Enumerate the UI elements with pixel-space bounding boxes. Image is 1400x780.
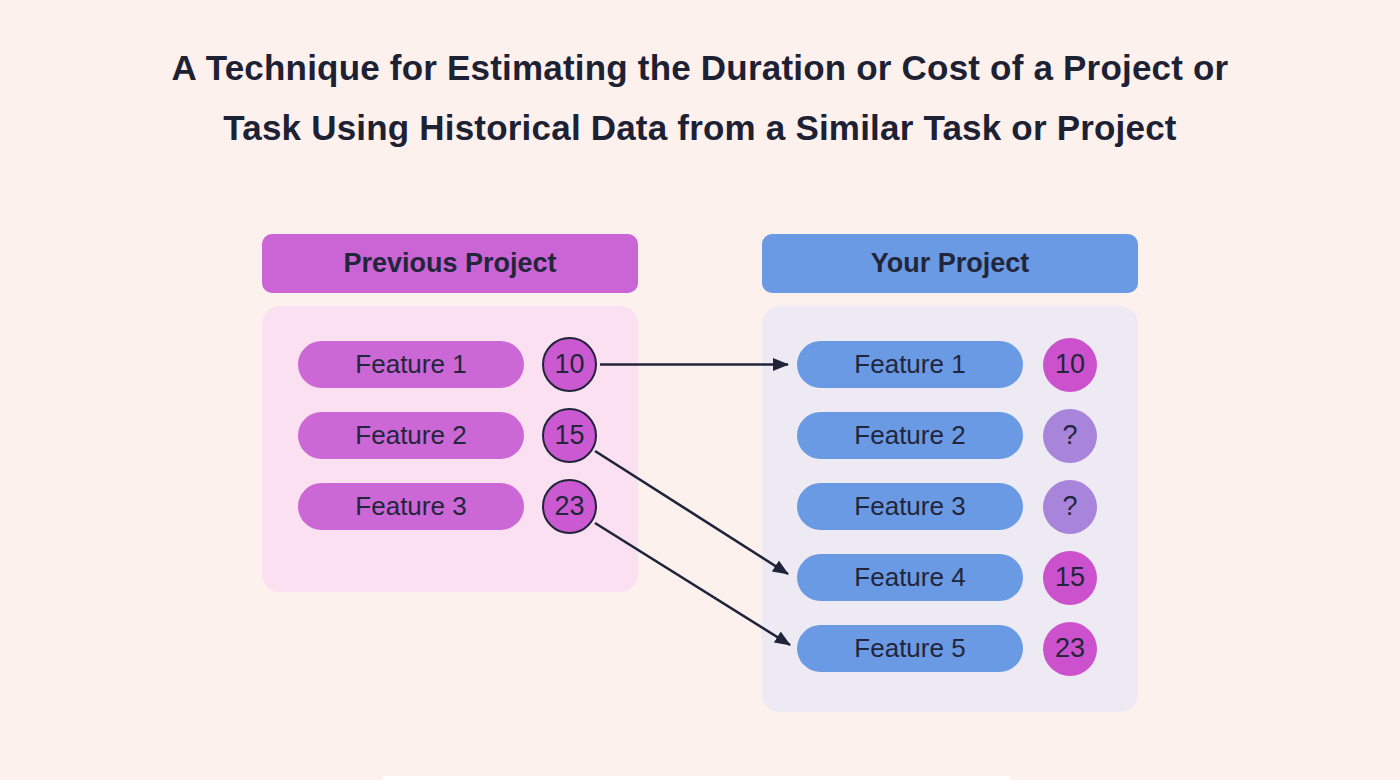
feature-pill: Feature 3	[298, 483, 524, 530]
feature-value-circle: ?	[1043, 480, 1097, 534]
your-feature-row: Feature 4 15	[762, 554, 1138, 601]
previous-project-header-label: Previous Project	[343, 248, 556, 279]
feature-pill: Feature 5	[797, 625, 1023, 672]
previous-project-header: Previous Project	[262, 234, 638, 293]
feature-value-circle: 23	[542, 479, 597, 534]
feature-value-circle: 23	[1043, 622, 1097, 676]
your-project-header-label: Your Project	[871, 248, 1030, 279]
feature-value-circle: 15	[1043, 551, 1097, 605]
your-project-panel: Feature 1 10 Feature 2 ? Feature 3 ? Fea…	[762, 306, 1138, 712]
feature-value-circle: 10	[1043, 338, 1097, 392]
feature-pill: Feature 2	[797, 412, 1023, 459]
bottom-edge-bar	[383, 776, 1010, 780]
feature-pill: Feature 2	[298, 412, 524, 459]
previous-feature-row: Feature 2 15	[262, 412, 638, 459]
feature-pill: Feature 4	[797, 554, 1023, 601]
your-feature-row: Feature 1 10	[762, 341, 1138, 388]
your-feature-row: Feature 2 ?	[762, 412, 1138, 459]
feature-value-circle: 15	[542, 408, 597, 463]
your-project-header: Your Project	[762, 234, 1138, 293]
previous-feature-row: Feature 1 10	[262, 341, 638, 388]
feature-pill: Feature 1	[797, 341, 1023, 388]
your-feature-row: Feature 5 23	[762, 625, 1138, 672]
page-title-line-1: A Technique for Estimating the Duration …	[0, 38, 1400, 98]
previous-project-panel: Feature 1 10 Feature 2 15 Feature 3 23	[262, 306, 638, 592]
your-feature-row: Feature 3 ?	[762, 483, 1138, 530]
analogous-estimating-diagram: A Technique for Estimating the Duration …	[0, 0, 1400, 780]
previous-feature-row: Feature 3 23	[262, 483, 638, 530]
feature-pill: Feature 3	[797, 483, 1023, 530]
feature-value-circle: 10	[542, 337, 597, 392]
feature-value-circle: ?	[1043, 409, 1097, 463]
page-title: A Technique for Estimating the Duration …	[0, 38, 1400, 158]
feature-pill: Feature 1	[298, 341, 524, 388]
page-title-line-2: Task Using Historical Data from a Simila…	[0, 98, 1400, 158]
